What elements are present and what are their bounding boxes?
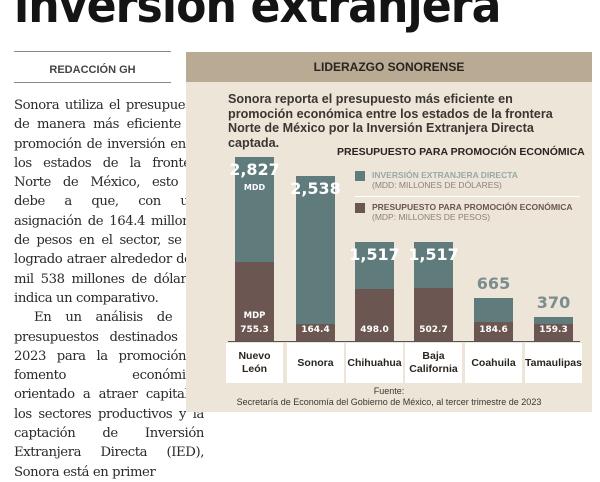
legend-unit: (MDD: MILLONES DE DÓLARES) [372, 180, 502, 190]
source-text: Secretaría de Economía del Gobierno de M… [236, 397, 542, 407]
source-label: Fuente: [373, 386, 405, 396]
article-body: Sonora utiliza el presupuesto de manera … [14, 96, 204, 482]
chart-baseline [228, 341, 580, 342]
legend-swatch-presupuesto [355, 203, 365, 213]
value-label-ied: 1,517 [408, 245, 459, 265]
byline-top-rule [14, 51, 171, 52]
unit-label-mdd: MDD [243, 183, 266, 193]
infographic-intro: Sonora reporta el presupuesto más eficie… [228, 92, 553, 150]
bar-presupuesto [296, 323, 335, 341]
chart-source: Fuente: Secretaría de Economía del Gobie… [186, 386, 592, 408]
article-paragraph: En un análisis de los presupuestos desti… [14, 310, 204, 480]
value-label-ied: 665 [476, 273, 511, 293]
bar-presupuesto [474, 321, 513, 341]
value-label-ied: 2,827 [229, 160, 280, 180]
infographic-header: LIDERAZGO SONORENSE [186, 52, 592, 82]
value-label-presupuesto: 184.6 [479, 325, 508, 335]
headline: inversión extranjera [14, 0, 501, 34]
unit-label-mdp: MDP [243, 311, 266, 321]
legend-item-ied: INVERSIÓN EXTRANJERA DIRECTA (MDD: MILLO… [355, 170, 580, 194]
bar-ied [296, 176, 335, 341]
value-label-presupuesto: 164.4 [301, 325, 330, 335]
category-label: Baja California [405, 343, 462, 383]
chart-title: PRESUPUESTO PARA PROMOCIÓN ECONÓMICA [337, 146, 585, 158]
category-label: Chihuahua [346, 343, 403, 383]
byline-bottom-rule [14, 82, 171, 83]
value-label-presupuesto: 159.3 [539, 325, 568, 335]
chart-legend: INVERSIÓN EXTRANJERA DIRECTA (MDD: MILLO… [355, 170, 580, 226]
category-label: Tamaulipas [525, 343, 582, 383]
bar-presupuesto [414, 288, 453, 341]
value-label-ied: 370 [536, 292, 571, 312]
value-label-presupuesto: 498.0 [360, 325, 389, 335]
value-label-ied: 1,517 [349, 245, 400, 265]
bar-presupuesto [534, 324, 573, 341]
category-label: Coahuila [465, 343, 522, 383]
category-label: Sonora [287, 343, 344, 383]
legend-divider [355, 196, 580, 197]
byline: REDACCIÓN GH [49, 64, 136, 76]
legend-item-presupuesto: PRESUPUESTO PARA PROMOCIÓN ECONÓMICA (MD… [355, 202, 580, 226]
value-label-presupuesto: 502.7 [419, 325, 448, 335]
value-label-ied: 2,538 [290, 179, 341, 199]
legend-label: INVERSIÓN EXTRANJERA DIRECTA [372, 170, 518, 180]
bar-presupuesto [235, 261, 274, 341]
bar-presupuesto [355, 288, 394, 341]
value-label-presupuesto: 755.3 [240, 325, 269, 335]
category-label: Nuevo León [226, 343, 283, 383]
legend-unit: (MDP: MILLONES DE PESOS) [372, 212, 491, 222]
article-paragraph: Sonora utiliza el presupuesto de manera … [14, 98, 204, 306]
legend-label: PRESUPUESTO PARA PROMOCIÓN ECONÓMICA [372, 202, 573, 212]
legend-swatch-ied [355, 171, 365, 181]
